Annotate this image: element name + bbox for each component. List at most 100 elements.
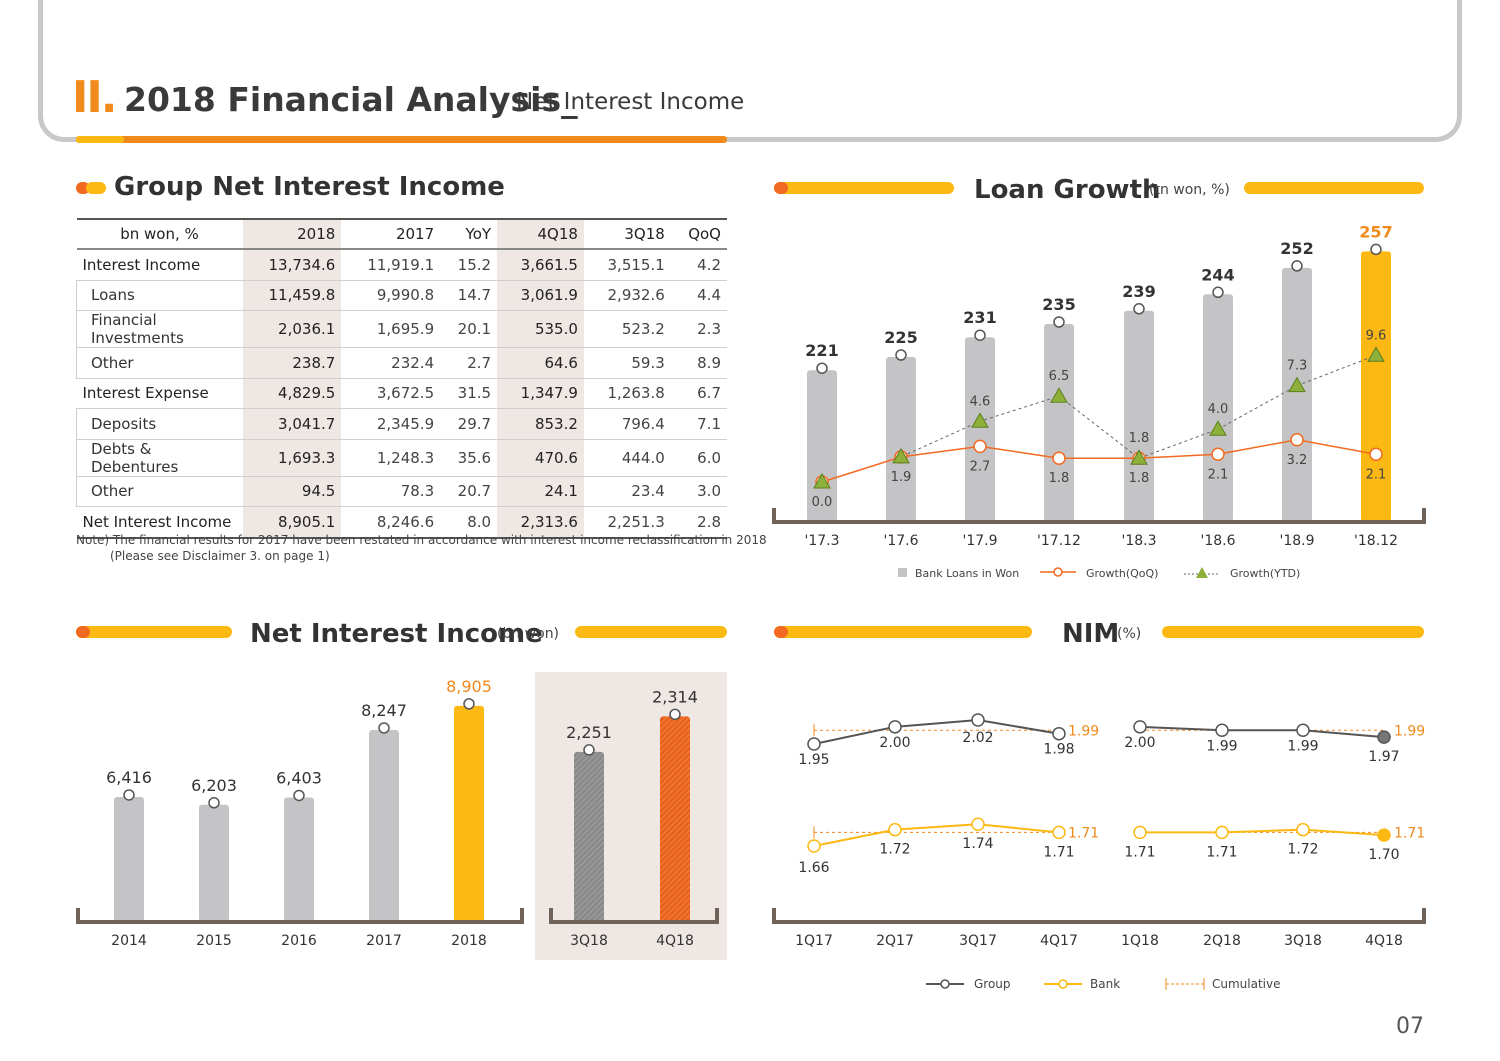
loan-bar: [886, 357, 916, 522]
table-row: Interest Expense 4,829.5 3,672.5 31.5 1,347.…: [76, 378, 727, 409]
bank-point: [1296, 822, 1310, 837]
column-header: bn won, %: [76, 218, 243, 250]
table-cell: 4.4: [670, 280, 727, 311]
loan-x-axis: [772, 508, 1426, 524]
nim-x-tick: 4Q17: [1040, 933, 1078, 949]
page-subtitle: Net Interest Income: [516, 89, 745, 115]
table-cell: 4.2: [670, 249, 727, 281]
loan-growth-title: Loan Growth: [974, 175, 1161, 205]
table-cell: 13,734.6: [242, 249, 342, 281]
loan-bar-label: 244: [1201, 265, 1234, 284]
loan-bar-label: 252: [1280, 239, 1313, 258]
loan-bar-marker: [895, 349, 907, 361]
loan-growth-chart: Loan Growth(tn won, %) 221 225 231 235 239 244…: [772, 175, 1426, 580]
row-label: Other: [76, 347, 243, 379]
loan-bar-label: 221: [805, 341, 838, 360]
loan-bar: [1203, 294, 1233, 522]
legend-ytd-icon: [1196, 567, 1208, 578]
bank-label: 1.72: [879, 842, 910, 858]
loan-bar: [1124, 310, 1154, 522]
group-point: [1377, 730, 1391, 744]
table-cell: 3,061.9: [497, 280, 584, 311]
qoq-label: 2.1: [1208, 467, 1229, 482]
table-header-row: bn won, % 2018 2017 YoY 4Q18 3Q18 QoQ: [76, 218, 727, 250]
table-cell: 2,251.3: [583, 506, 671, 539]
table-cell: 24.1: [497, 476, 584, 507]
bank-label: 1.71: [1206, 844, 1237, 860]
group-line: [813, 718, 1060, 745]
table-row: Other 238.7 232.4 2.7 64.6 59.3 8.9: [76, 347, 727, 379]
table-cell: 6.0: [670, 439, 727, 477]
table-cell: 444.0: [583, 439, 671, 477]
bank-line: [813, 823, 1060, 847]
table-cell: 14.7: [440, 280, 498, 311]
loan-bar-marker: [1370, 243, 1382, 256]
table-cell: 1,695.9: [341, 310, 441, 348]
nii-bar: [454, 705, 484, 922]
nii-quarter-tick: 3Q18: [570, 933, 608, 949]
legend-label: Growth(YTD): [1230, 567, 1300, 580]
nii-x-tick: 2018: [451, 933, 487, 949]
table-cell: 2,345.9: [341, 408, 441, 440]
table-cell: 1,693.3: [242, 439, 342, 477]
nii-title: Net Interest Income: [250, 619, 543, 649]
qoq-point: [1211, 447, 1225, 462]
bank-label: 1.74: [962, 836, 993, 852]
table-cell: 8.0: [440, 506, 498, 539]
group-point: [1296, 723, 1310, 738]
group-line: [1139, 725, 1385, 739]
loan-x-tick: '18.6: [1200, 533, 1235, 549]
loan-x-tick: '18.12: [1354, 533, 1398, 549]
nii-bar-marker: [378, 722, 390, 734]
group-point: [1133, 720, 1147, 734]
table-cell: 3,661.5: [497, 249, 584, 281]
ytd-point: [1209, 420, 1227, 436]
nii-quarter-bar: [574, 751, 604, 922]
loan-bar: [807, 370, 837, 522]
nim-title: NIM: [1062, 619, 1119, 649]
ytd-point: [1130, 449, 1148, 465]
nii-bar-marker: [123, 789, 135, 801]
loan-bar-marker: [974, 329, 986, 341]
nim-pill-dot: [774, 626, 788, 638]
loan-growth-unit: (tn won, %): [1149, 182, 1230, 198]
bank-point: [1133, 825, 1147, 840]
table-cell: 853.2: [497, 408, 584, 440]
table-cell: 29.7: [440, 408, 498, 440]
nii-quarter-bar: [660, 716, 690, 922]
loan-pill-dot: [774, 182, 788, 194]
loan-bar-label: 257: [1359, 222, 1392, 241]
ytd-point: [892, 447, 910, 464]
loan-bar-marker: [1291, 260, 1303, 272]
table-cell: 78.3: [341, 476, 441, 507]
nim-unit: (%): [1117, 626, 1141, 642]
row-label: Other: [76, 476, 243, 507]
nii-bar-marker: [293, 789, 305, 802]
table-cell: 2,313.6: [497, 506, 584, 539]
qoq-point: [1290, 433, 1304, 447]
nii-bar-marker: [208, 797, 220, 809]
group-point: [1215, 723, 1229, 738]
bank-point: [888, 822, 902, 837]
loan-bar-label: 225: [884, 328, 917, 347]
nim-x-tick: 1Q17: [795, 933, 833, 949]
loan-bar: [1361, 251, 1391, 522]
nii-pill-right: [575, 626, 727, 638]
legend-bar-icon: [898, 568, 907, 577]
bank-label: 1.71: [1124, 844, 1155, 860]
table-cell: 2,932.6: [583, 280, 671, 311]
qoq-label: 1.8: [1129, 471, 1150, 486]
table-cell: 7.1: [670, 408, 727, 440]
table-cell: 23.4: [583, 476, 671, 507]
loan-bar: [1282, 267, 1312, 522]
table-section-title: Group Net Interest Income: [114, 172, 505, 202]
net-interest-income-chart: Net Interest Income(bn won) 6,416 2014 6,20…: [76, 619, 727, 960]
row-label: Interest Expense: [76, 378, 243, 409]
cum-group-2018-label: 1.99: [1394, 723, 1425, 739]
nii-bar-marker: [463, 698, 475, 710]
group-label: 2.00: [1124, 735, 1155, 751]
column-header: 2017: [341, 218, 441, 250]
group-point: [1052, 726, 1066, 741]
ytd-point: [971, 412, 989, 428]
cum-bank-2018-label: 1.71: [1394, 825, 1425, 841]
